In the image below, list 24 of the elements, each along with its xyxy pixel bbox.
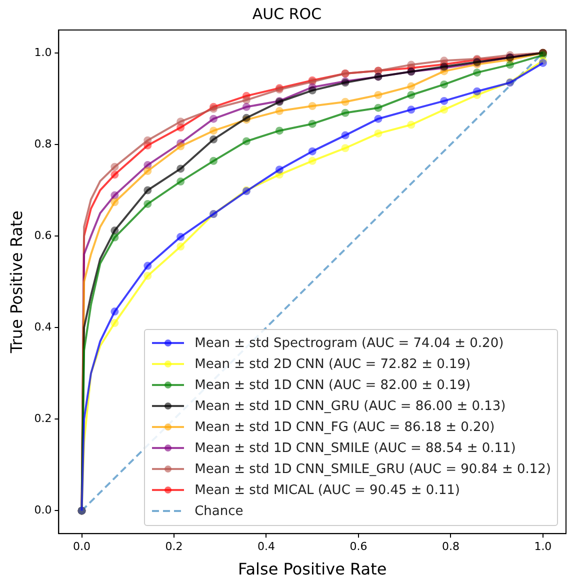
x-tick-label: 0.2 xyxy=(165,540,183,554)
legend-label: Mean ± std 1D CNN (AUC = 82.00 ± 0.19) xyxy=(194,378,471,393)
y-tick-label: 0.2 xyxy=(34,412,52,426)
legend-label: Mean ± std Spectrogram (AUC = 74.04 ± 0.20) xyxy=(194,336,504,351)
x-axis-title: False Positive Rate xyxy=(238,560,387,579)
legend-label: Mean ± std MICAL (AUC = 90.45 ± 0.11) xyxy=(194,482,460,498)
legend-label: Mean ± std 2D CNN (AUC = 72.82 ± 0.19) xyxy=(194,356,471,372)
y-tick-label: 0.6 xyxy=(34,228,52,242)
y-axis-title: True Positive Rate xyxy=(6,210,26,354)
chart-title: AUC ROC xyxy=(252,4,322,23)
x-tick-label: 0.8 xyxy=(442,540,460,554)
legend-label: Mean ± std 1D CNN_GRU (AUC = 86.00 ± 0.13) xyxy=(194,398,506,414)
legend-label: Chance xyxy=(194,504,244,519)
x-tick-label: 0.6 xyxy=(350,540,368,554)
x-tick-label: 1.0 xyxy=(534,540,552,554)
y-tick-label: 0.8 xyxy=(34,137,52,150)
x-tick-label: 0.0 xyxy=(73,540,91,554)
y-tick-label: 0.0 xyxy=(34,504,52,517)
legend-label: Mean ± std 1D CNN_SMILE_GRU (AUC = 90.84 ± 0.12) xyxy=(194,462,551,477)
x-tick-label: 0.4 xyxy=(257,540,275,554)
y-tick-label: 0.4 xyxy=(34,320,52,334)
legend-label: Mean ± std 1D CNN_SMILE (AUC = 88.54 ± 0.11) xyxy=(194,440,516,456)
y-tick-label: 1.0 xyxy=(34,46,52,59)
legend-label: Mean ± std 1D CNN_FG (AUC = 86.18 ± 0.20) xyxy=(194,420,495,435)
